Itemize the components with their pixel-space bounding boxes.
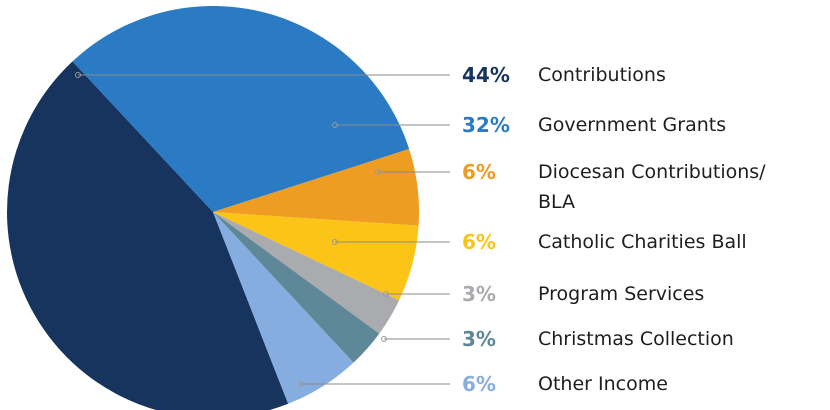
legend-label: Contributions (538, 64, 666, 86)
leader-dot (297, 381, 303, 387)
legend-label: Catholic Charities Ball (538, 231, 747, 253)
leader-dot (75, 72, 81, 78)
leader-dot (332, 122, 338, 128)
leader-dot (381, 336, 387, 342)
legend-percent: 6% (462, 160, 496, 184)
pie-slice (213, 149, 419, 226)
legend-percent: 3% (462, 282, 496, 306)
pie-slice (72, 5, 410, 212)
legend-label: Government Grants (538, 114, 727, 136)
legend-percent: 3% (462, 327, 496, 351)
legend-label: Christmas Collection (538, 328, 734, 350)
pie-slice (213, 212, 400, 334)
pie-slice (213, 212, 354, 404)
pie-slice (7, 61, 289, 410)
legend-label: Diocesan Contributions/ BLA (538, 161, 766, 213)
leader-dot (383, 291, 389, 297)
pie-slice (213, 212, 419, 301)
legend-label: Program Services (538, 283, 705, 305)
legend-percent: 32% (462, 113, 510, 137)
legend-percent: 6% (462, 372, 496, 396)
pie-slice (213, 212, 380, 363)
legend-label: Other Income (538, 373, 668, 395)
leader-dot (375, 169, 381, 175)
leader-dot (332, 239, 338, 245)
legend-percent: 44% (462, 63, 510, 87)
legend-percent: 6% (462, 230, 496, 254)
